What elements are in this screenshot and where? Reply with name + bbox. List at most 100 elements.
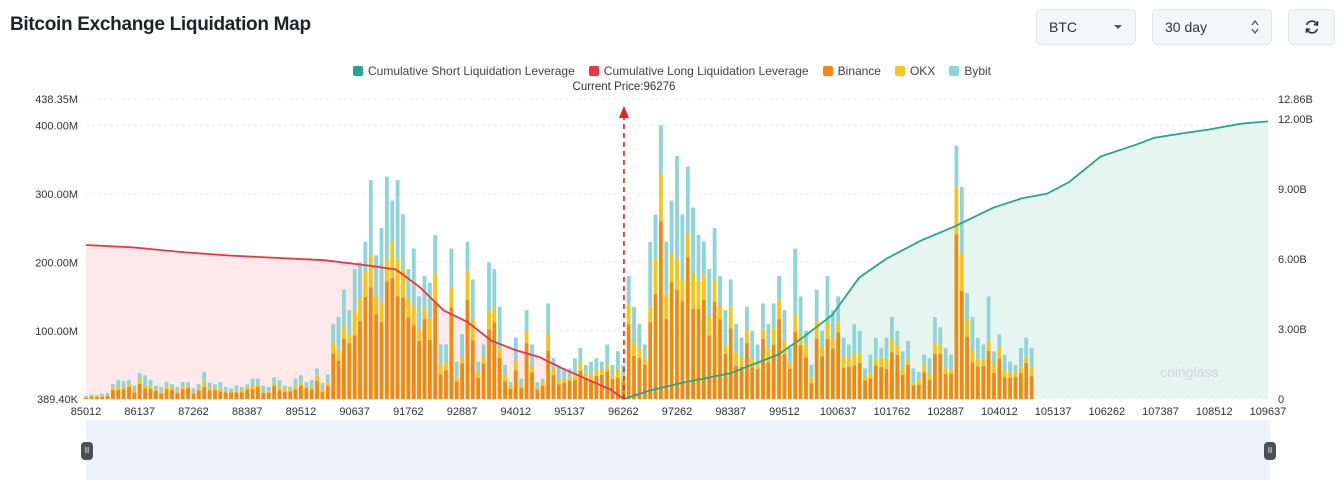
bar-binance [814,339,819,400]
bar-binance [213,390,217,400]
bar-binance [750,367,755,400]
bar-okx [669,253,674,283]
bar-binance [825,338,830,400]
bar-okx [239,389,244,393]
bar-binance [857,363,862,400]
bar-binance [659,221,663,400]
bar-okx [863,376,867,381]
long-cumulative-line [85,244,625,400]
bar-binance [675,289,679,400]
bar-binance [180,389,185,400]
legend-item-short[interactable]: Cumulative Short Liquidation Leverage [352,64,575,78]
bar-bybit [379,228,384,303]
bar-binance [143,388,147,400]
bar-binance [358,321,362,400]
bar-binance [777,319,781,400]
bar-okx [309,387,314,390]
zoom-slider-track[interactable] [86,420,1270,480]
bar-okx [830,338,835,349]
bar-binance [1029,376,1034,400]
bar-okx [868,373,873,379]
bar-bybit [771,303,776,329]
bar-bybit [642,344,647,359]
bar-binance [401,297,405,400]
zoom-handle-right[interactable]: II [1264,442,1276,460]
bar-bybit [702,241,706,276]
bar-bybit [976,337,980,359]
bar-okx [411,306,416,326]
legend-swatch [822,66,833,76]
bar-okx [191,392,196,394]
bar-bybit [583,365,588,372]
bar-bybit [1019,347,1023,368]
bar-binance [223,392,228,400]
bar-okx [438,366,443,375]
coin-select[interactable]: BTC [1036,9,1136,45]
bar-bybit [428,282,432,319]
bar-okx [261,391,266,394]
bar-binance [583,377,588,400]
bar-okx [906,358,910,365]
range-select[interactable]: 30 day [1152,9,1272,45]
refresh-button[interactable] [1288,9,1335,45]
x-tick-label: 88387 [232,406,263,418]
bar-bybit [476,361,481,372]
bar-bybit [385,176,389,259]
bar-binance [256,387,260,400]
bar-bybit [911,368,916,383]
bar-bybit [454,361,459,378]
bar-binance [411,325,416,400]
x-tick-label: 108512 [1196,406,1233,418]
bar-binance [648,322,653,400]
bar-binance [1024,362,1029,400]
bar-binance [342,339,346,400]
bar-bybit [718,276,722,306]
bar-binance [868,378,873,400]
legend-item-long[interactable]: Cumulative Long Liquidation Leverage [588,64,809,78]
bar-okx [573,375,577,380]
bar-binance [1008,377,1012,400]
bar-okx [879,357,884,367]
bar-binance [798,344,803,400]
bar-bybit [331,323,336,343]
bar-bybit [524,310,529,332]
bar-okx [787,362,792,369]
bar-okx [911,382,916,386]
x-tick-label: 105137 [1035,406,1072,418]
bar-bybit [562,368,567,379]
bar-binance [94,396,99,400]
liquidation-chart: 389.40K 100.00M 200.00M 300.00M 400.00M 438.3… [35,94,1313,418]
bar-bybit [745,306,749,330]
bar-okx [916,379,921,385]
zoom-handle-left[interactable]: II [81,442,93,460]
bar-okx [352,311,357,336]
bar-binance [669,282,674,400]
bar-bybit [186,382,190,386]
current-price-label: Current Price:96276 [572,81,676,93]
bar-okx [207,387,212,391]
bar-bybit [250,378,255,386]
bar-bybit [659,125,663,175]
bar-binance [734,365,738,400]
bar-binance [84,397,88,400]
bar-bybit [535,382,540,388]
bar-okx [852,353,857,366]
bar-bybit [374,255,378,296]
bar-binance [492,322,497,400]
bar-bybit [465,241,470,271]
bar-binance [175,393,180,400]
bar-bybit [239,386,244,390]
legend-item-bybit[interactable]: Bybit [949,64,991,78]
bar-okx [1013,372,1018,377]
bar-binance [530,372,534,400]
bar-bybit [159,386,164,393]
legend-item-okx[interactable]: OKX [894,64,935,78]
bar-bybit [648,241,653,307]
bar-bybit [433,234,438,275]
legend-item-binance[interactable]: Binance [822,64,881,78]
bar-okx [497,348,502,358]
x-tick-label: 86137 [124,406,155,418]
bar-binance [390,278,395,400]
bar-okx [223,390,228,393]
bar-binance [487,329,491,400]
